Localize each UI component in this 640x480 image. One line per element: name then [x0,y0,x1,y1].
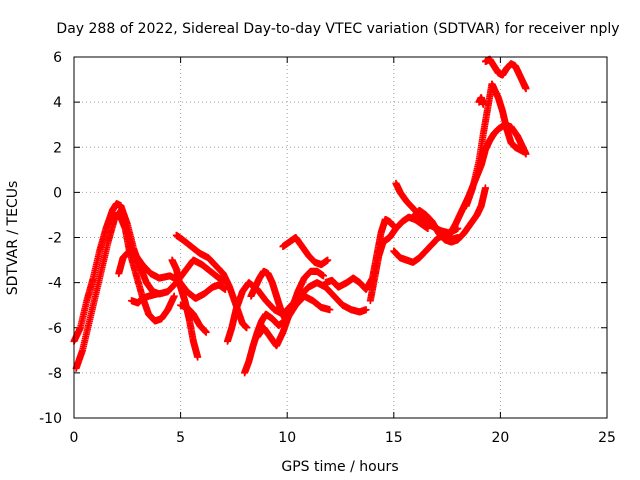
series-track-7 [177,301,210,336]
series-track-11 [253,294,300,350]
data-point [362,306,370,314]
series-track-17 [411,184,489,246]
y-tick-label: 2 [53,140,62,156]
y-tick-label: -10 [39,411,62,427]
x-tick-label: 15 [385,430,403,446]
grid-layer [74,57,607,418]
data-point [153,290,161,298]
data-point [522,85,530,93]
x-tick-label: 0 [70,430,79,446]
y-tick-label: 0 [53,185,62,201]
plot-frame [73,56,608,419]
x-tick-label: 10 [278,430,296,446]
y-tick-label: 6 [53,50,62,66]
series-track-21 [475,94,487,108]
data-point [324,256,332,264]
series-track-12 [279,234,332,269]
series-track-8 [224,279,370,345]
y-tick-label: 4 [53,95,62,111]
x-tick-label: 20 [491,430,509,446]
data-point [292,294,300,302]
series-track-4 [128,290,161,307]
series-track-5 [168,256,202,361]
data-point [319,272,327,280]
series-track-6 [172,231,251,332]
x-axis-label: GPS time / hours [281,459,398,475]
y-tick-label: -6 [48,321,62,337]
y-axis-label: SDTVAR / TECUs [5,181,21,296]
x-tick-label: 5 [176,430,185,446]
data-point [170,292,178,300]
chart-title: Day 288 of 2022, Sidereal Day-to-day VTE… [56,21,619,37]
tick-layer: 0 5 10 15 20 25 -10 -8 -6 -4 -2 0 2 4 6 [39,50,616,446]
data-point [326,306,334,314]
data-point [481,184,489,192]
data-point [202,328,210,336]
x-tick-label: 25 [598,430,616,446]
data-point [520,148,528,156]
y-tick-label: -4 [48,276,62,292]
data-point [194,353,202,361]
data-point [479,100,487,108]
y-tick-label: -2 [48,231,62,247]
data-point [243,324,251,332]
series-track-19 [462,80,528,210]
data-layer [70,55,530,377]
y-tick-label: -8 [48,366,62,382]
series-track-20 [481,55,530,93]
